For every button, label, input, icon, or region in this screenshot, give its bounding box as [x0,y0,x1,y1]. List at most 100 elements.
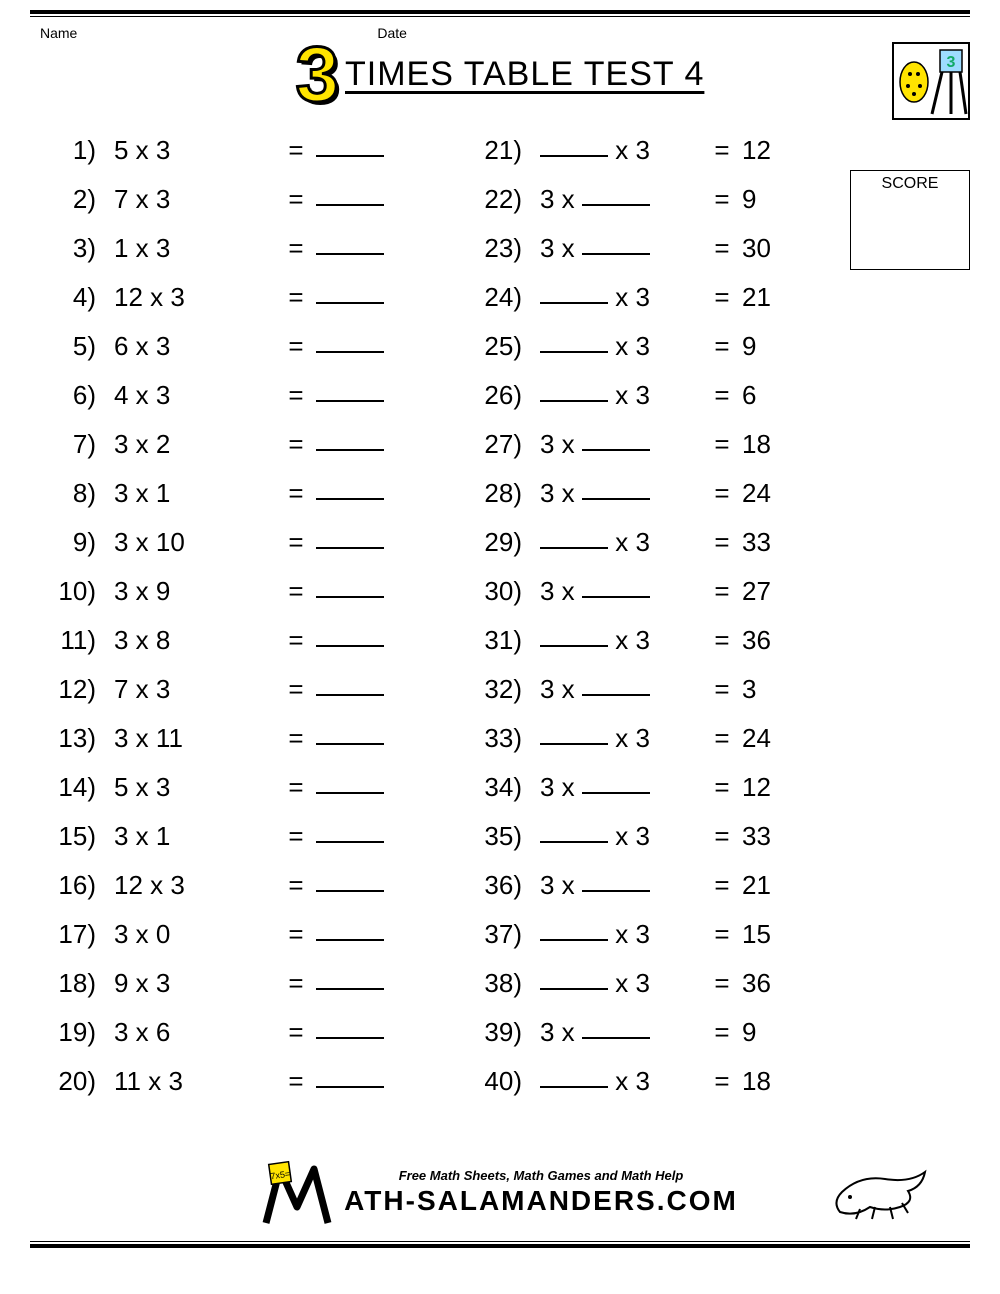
problem-row: 10)3 x 9= [40,578,396,627]
answer-blank[interactable] [316,480,396,506]
answer-blank[interactable] [316,186,396,212]
problem-row: 4)12 x 3= [40,284,396,333]
problem-expression: 3 x 8 [96,627,276,653]
problem-expression: x 3 [522,382,702,408]
problem-row: 26) x 3=6 [466,382,822,431]
problem-number: 3) [40,235,96,261]
problem-expression: x 3 [522,823,702,849]
problem-expression: x 3 [522,921,702,947]
problem-number: 39) [466,1019,522,1045]
factor-blank[interactable] [582,449,650,451]
problem-row: 3)1 x 3= [40,235,396,284]
problem-expression: 7 x 3 [96,186,276,212]
factor-blank[interactable] [540,939,608,941]
problem-number: 7) [40,431,96,457]
answer-blank[interactable] [316,823,396,849]
score-label: SCORE [882,175,939,192]
answer-blank[interactable] [316,774,396,800]
factor-blank[interactable] [582,204,650,206]
factor-blank[interactable] [540,1086,608,1088]
answer-blank[interactable] [316,431,396,457]
equals-sign: = [276,627,316,653]
problem-number: 8) [40,480,96,506]
answer-blank[interactable] [316,284,396,310]
given-result: 21 [742,872,822,898]
factor-blank[interactable] [540,547,608,549]
factor-blank[interactable] [582,498,650,500]
problem-row: 21) x 3=12 [466,137,822,186]
equals-sign: = [276,578,316,604]
problem-row: 31) x 3=36 [466,627,822,676]
problem-number: 13) [40,725,96,751]
equals-sign: = [702,970,742,996]
factor-blank[interactable] [540,302,608,304]
equals-sign: = [702,627,742,653]
problem-number: 32) [466,676,522,702]
problem-expression: x 3 [522,284,702,310]
equals-sign: = [276,774,316,800]
given-result: 15 [742,921,822,947]
problem-expression: x 3 [522,725,702,751]
problem-row: 32)3 x =3 [466,676,822,725]
factor-blank[interactable] [540,841,608,843]
problem-row: 17)3 x 0= [40,921,396,970]
factor-blank[interactable] [582,890,650,892]
answer-blank[interactable] [316,1019,396,1045]
factor-blank[interactable] [582,694,650,696]
problem-number: 9) [40,529,96,555]
answer-blank[interactable] [316,578,396,604]
equals-sign: = [702,235,742,261]
problem-expression: 5 x 3 [96,774,276,800]
given-result: 18 [742,431,822,457]
factor-blank[interactable] [540,645,608,647]
answer-blank[interactable] [316,529,396,555]
answer-blank[interactable] [316,627,396,653]
factor-blank[interactable] [582,1037,650,1039]
problem-number: 22) [466,186,522,212]
problem-row: 18)9 x 3= [40,970,396,1019]
problem-number: 6) [40,382,96,408]
equals-sign: = [702,676,742,702]
factor-blank[interactable] [540,351,608,353]
problem-row: 37) x 3=15 [466,921,822,970]
problem-row: 38) x 3=36 [466,970,822,1019]
equals-sign: = [276,284,316,310]
problem-expression: 4 x 3 [96,382,276,408]
given-result: 33 [742,823,822,849]
factor-blank[interactable] [540,743,608,745]
answer-blank[interactable] [316,725,396,751]
problem-row: 39)3 x =9 [466,1019,822,1068]
factor-blank[interactable] [582,792,650,794]
equals-sign: = [702,431,742,457]
problem-number: 20) [40,1068,96,1094]
problem-number: 14) [40,774,96,800]
answer-blank[interactable] [316,1068,396,1094]
factor-blank[interactable] [540,400,608,402]
answer-blank[interactable] [316,921,396,947]
answer-blank[interactable] [316,333,396,359]
problem-number: 28) [466,480,522,506]
factor-blank[interactable] [582,596,650,598]
given-result: 21 [742,284,822,310]
problem-row: 40) x 3=18 [466,1068,822,1117]
problem-row: 1)5 x 3= [40,137,396,186]
answer-blank[interactable] [316,872,396,898]
answer-blank[interactable] [316,382,396,408]
problem-expression: 1 x 3 [96,235,276,261]
factor-blank[interactable] [582,253,650,255]
title-digit: 3 [296,35,339,113]
answer-blank[interactable] [316,676,396,702]
answer-blank[interactable] [316,137,396,163]
problem-row: 11)3 x 8= [40,627,396,676]
problem-row: 33) x 3=24 [466,725,822,774]
problem-number: 27) [466,431,522,457]
answer-blank[interactable] [316,970,396,996]
factor-blank[interactable] [540,988,608,990]
answer-blank[interactable] [316,235,396,261]
problem-expression: 3 x [522,872,702,898]
right-column: 21) x 3=1222)3 x =923)3 x =3024) x 3=212… [466,137,822,1117]
equals-sign: = [276,235,316,261]
factor-blank[interactable] [540,155,608,157]
problem-row: 35) x 3=33 [466,823,822,872]
problem-row: 25) x 3=9 [466,333,822,382]
